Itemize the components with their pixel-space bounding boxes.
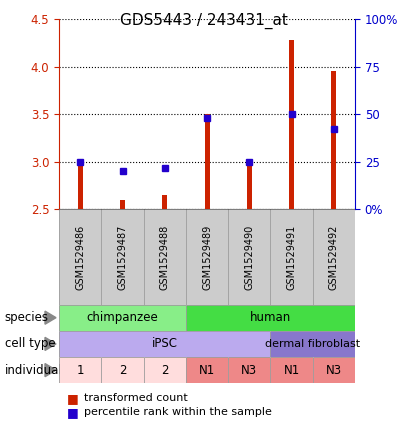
Text: species: species — [5, 311, 49, 324]
Bar — [247, 164, 252, 209]
Text: 2: 2 — [119, 364, 126, 376]
Text: ■: ■ — [67, 406, 79, 419]
Bar — [162, 195, 167, 209]
Text: chimpanzee: chimpanzee — [86, 311, 158, 324]
Text: GSM1529490: GSM1529490 — [244, 224, 254, 290]
Text: GSM1529486: GSM1529486 — [75, 224, 85, 290]
Text: GSM1529489: GSM1529489 — [202, 224, 212, 290]
Bar — [204, 114, 210, 209]
Bar — [120, 200, 125, 209]
Text: percentile rank within the sample: percentile rank within the sample — [84, 407, 271, 418]
Text: N1: N1 — [199, 364, 215, 376]
Text: GSM1529488: GSM1529488 — [160, 224, 170, 290]
Polygon shape — [45, 338, 56, 350]
Text: GSM1529491: GSM1529491 — [286, 224, 297, 290]
Text: 1: 1 — [77, 364, 84, 376]
Text: N3: N3 — [241, 364, 257, 376]
Text: ■: ■ — [67, 392, 79, 405]
Bar — [78, 162, 83, 209]
Text: transformed count: transformed count — [84, 393, 187, 404]
Text: N3: N3 — [326, 364, 342, 376]
Text: GSM1529492: GSM1529492 — [329, 224, 339, 290]
Text: 2: 2 — [161, 364, 169, 376]
Text: individual: individual — [5, 364, 62, 376]
Text: iPSC: iPSC — [152, 338, 178, 350]
Text: GDS5443 / 243431_at: GDS5443 / 243431_at — [120, 13, 288, 29]
Text: cell type: cell type — [5, 338, 55, 350]
Polygon shape — [45, 311, 56, 324]
Text: dermal fibroblast: dermal fibroblast — [265, 339, 360, 349]
Text: human: human — [250, 311, 291, 324]
Bar — [289, 40, 294, 209]
Bar — [331, 71, 336, 209]
Text: GSM1529487: GSM1529487 — [118, 224, 128, 290]
Polygon shape — [45, 363, 56, 376]
Text: N1: N1 — [284, 364, 300, 376]
